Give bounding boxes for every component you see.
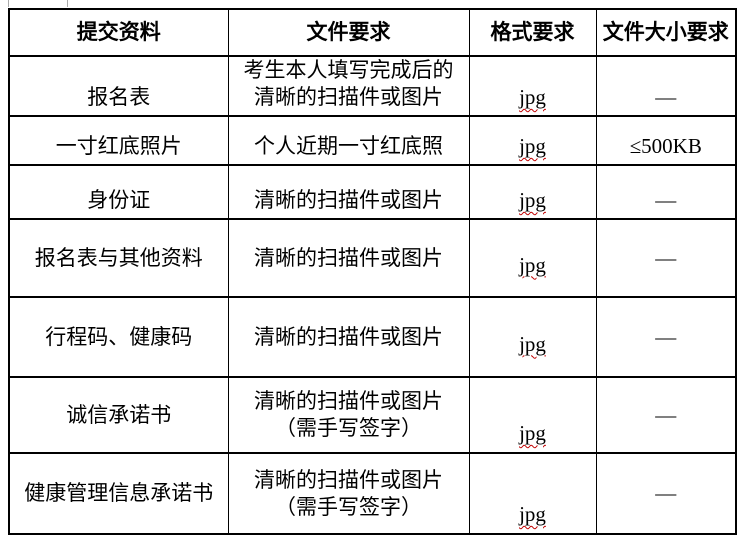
- cell-format: jpg: [468, 296, 597, 378]
- table-row: 身份证 清晰的扫描件或图片 jpg —: [8, 164, 737, 220]
- header-size: 文件大小要求: [595, 8, 737, 57]
- cell-requirement: 清晰的扫描件或图片 （需手写签字）: [227, 452, 470, 535]
- cropped-border-artifact: [8, 0, 9, 7]
- header-material: 提交资料: [8, 8, 229, 57]
- table-row: 诚信承诺书 清晰的扫描件或图片 （需手写签字） jpg —: [8, 376, 737, 454]
- cell-size: —: [595, 376, 737, 454]
- format-value: jpg: [519, 252, 546, 277]
- cell-material: 报名表: [8, 55, 229, 117]
- format-value: jpg: [519, 421, 546, 445]
- header-format: 格式要求: [468, 8, 597, 57]
- table-row: 一寸红底照片 个人近期一寸红底照 jpg ≤500KB: [8, 115, 737, 166]
- cell-format: jpg: [468, 115, 597, 166]
- table-row: 健康管理信息承诺书 清晰的扫描件或图片 （需手写签字） jpg —: [8, 452, 737, 535]
- format-value: jpg: [519, 85, 546, 109]
- cell-requirement: 清晰的扫描件或图片 （需手写签字）: [227, 376, 470, 454]
- cell-material: 健康管理信息承诺书: [8, 452, 229, 535]
- cell-size: —: [595, 452, 737, 535]
- cell-material: 报名表与其他资料: [8, 218, 229, 298]
- cell-requirement: 考生本人填写完成后的 清晰的扫描件或图片: [227, 55, 470, 117]
- format-value: jpg: [519, 134, 546, 158]
- cell-size: —: [595, 55, 737, 117]
- table-row: 行程码、健康码 清晰的扫描件或图片 jpg —: [8, 296, 737, 378]
- cell-requirement: 清晰的扫描件或图片: [227, 164, 470, 220]
- cell-material: 一寸红底照片: [8, 115, 229, 166]
- cell-requirement: 清晰的扫描件或图片: [227, 296, 470, 378]
- cell-format: jpg: [468, 452, 597, 535]
- format-value: jpg: [519, 502, 546, 526]
- cell-format: jpg: [468, 164, 597, 220]
- table-row: 报名表与其他资料 清晰的扫描件或图片 jpg —: [8, 218, 737, 298]
- format-value: jpg: [519, 188, 546, 212]
- format-value: jpg: [519, 331, 546, 356]
- cell-size: —: [595, 218, 737, 298]
- cell-requirement: 个人近期一寸红底照: [227, 115, 470, 166]
- table-row: 报名表 考生本人填写完成后的 清晰的扫描件或图片 jpg —: [8, 55, 737, 117]
- cell-requirement: 清晰的扫描件或图片: [227, 218, 470, 298]
- cell-material: 诚信承诺书: [8, 376, 229, 454]
- cell-size: ≤500KB: [595, 115, 737, 166]
- cell-material: 行程码、健康码: [8, 296, 229, 378]
- cell-material: 身份证: [8, 164, 229, 220]
- cell-format: jpg: [468, 55, 597, 117]
- header-requirement: 文件要求: [227, 8, 470, 57]
- submission-requirements-table: 提交资料 文件要求 格式要求 文件大小要求 报名表 考生本人填写完成后的 清晰的…: [8, 8, 737, 535]
- cell-size: —: [595, 164, 737, 220]
- cell-size: —: [595, 296, 737, 378]
- table-header-row: 提交资料 文件要求 格式要求 文件大小要求: [8, 8, 737, 57]
- cell-format: jpg: [468, 376, 597, 454]
- cropped-border-artifact: [67, 0, 68, 7]
- cell-format: jpg: [468, 218, 597, 298]
